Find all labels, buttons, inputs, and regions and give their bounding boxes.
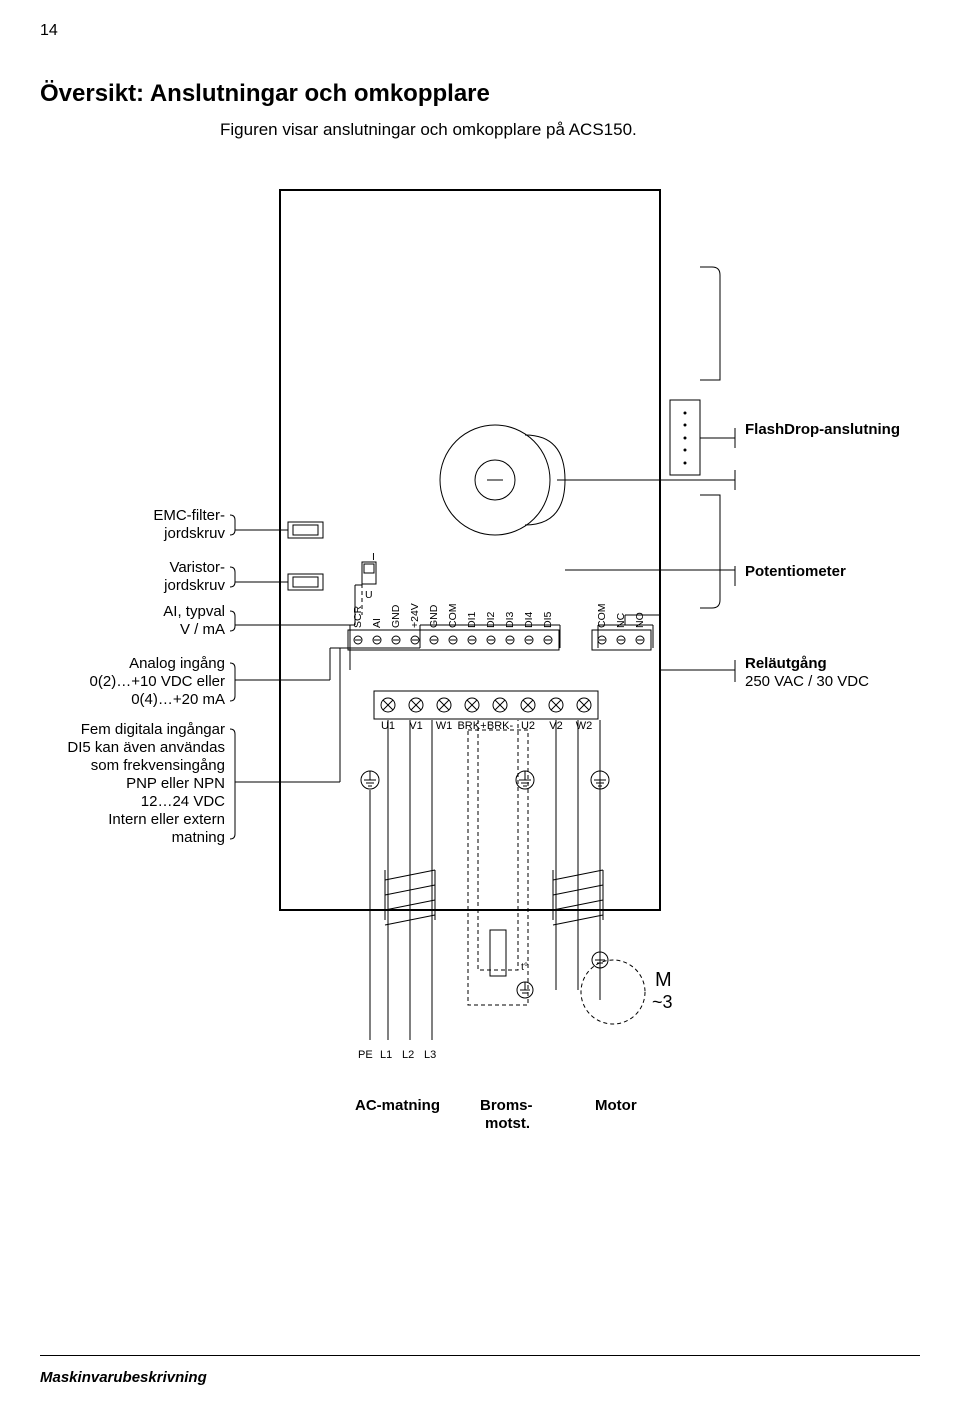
svg-text:I: I (372, 551, 375, 563)
flashdrop-label: FlashDrop-anslutning (745, 421, 900, 438)
brake-label-1: Broms- (480, 1097, 533, 1114)
svg-text:jordskruv: jordskruv (163, 577, 225, 594)
svg-text:DI4: DI4 (523, 612, 535, 629)
relay-label-1: Reläutgång (745, 655, 827, 672)
svg-text:Intern eller extern: Intern eller extern (108, 811, 225, 828)
motor-M: M (655, 969, 672, 991)
svg-text:Analog ingång: Analog ingång (129, 655, 225, 672)
svg-text:V1: V1 (409, 720, 422, 732)
svg-text:12…24 VDC: 12…24 VDC (141, 793, 225, 810)
svg-text:COM: COM (596, 604, 608, 629)
page-number: 14 (40, 22, 58, 40)
ac-supply-label: AC-matning (355, 1097, 440, 1114)
svg-text:GND: GND (428, 604, 440, 628)
l1-label: L1 (380, 1049, 392, 1061)
potentiometer-knob (440, 425, 735, 535)
motor-label: Motor (595, 1097, 637, 1114)
ai-selector: I U (362, 551, 376, 615)
pe-label: PE (358, 1049, 373, 1061)
emc-screw (288, 522, 323, 538)
svg-text:EMC-filter-: EMC-filter- (153, 507, 225, 524)
wiring-diagram: FlashDrop-anslutning Potentiometer I U (0, 170, 960, 1270)
l2-label: L2 (402, 1049, 414, 1061)
flashdrop-connector (670, 267, 735, 608)
footer-rule (40, 1355, 920, 1356)
svg-text:Varistor-: Varistor- (169, 559, 225, 576)
svg-text:V / mA: V / mA (180, 621, 225, 638)
svg-text:PNP eller NPN: PNP eller NPN (126, 775, 225, 792)
motor-tilde: ~3 (652, 992, 673, 1012)
svg-text:AI, typval: AI, typval (163, 603, 225, 620)
l3-label: L3 (424, 1049, 436, 1061)
svg-text:Fem digitala ingångar: Fem digitala ingångar (81, 721, 225, 738)
brake-label-2: motst. (485, 1115, 530, 1132)
svg-text:jordskruv: jordskruv (163, 525, 225, 542)
potentiometer-label: Potentiometer (745, 563, 846, 580)
svg-text:0(2)…+10 VDC eller: 0(2)…+10 VDC eller (90, 673, 225, 690)
ground-pads (361, 771, 609, 789)
svg-text:COM: COM (447, 604, 459, 629)
relay-terminals: COMNCNO (592, 604, 651, 651)
svg-text:DI5: DI5 (542, 612, 554, 629)
svg-text:AI: AI (371, 618, 383, 628)
svg-text:0(4)…+20 mA: 0(4)…+20 mA (131, 691, 225, 708)
svg-text:DI3: DI3 (504, 612, 516, 629)
page-subtitle: Figuren visar anslutningar och omkopplar… (220, 120, 637, 140)
svg-text:som frekvensingång: som frekvensingång (91, 757, 225, 774)
varistor-screw (288, 574, 323, 590)
control-terminals: SCRAIGND+24VGNDCOMDI1DI2DI3DI4DI5 (348, 603, 559, 650)
power-terminals: U1V1W1BRK+BRK-U2V2W2 (374, 691, 598, 732)
svg-text:t°: t° (521, 961, 528, 973)
page-title: Översikt: Anslutningar och omkopplare (40, 80, 490, 108)
svg-text:+24V: +24V (409, 603, 421, 628)
svg-text:W1: W1 (436, 720, 453, 732)
svg-text:DI5 kan även användas: DI5 kan även användas (67, 739, 225, 756)
footer-text: Maskinvarubeskrivning (40, 1369, 207, 1386)
relay-label-2: 250 VAC / 30 VDC (745, 673, 869, 690)
svg-text:matning: matning (172, 829, 225, 846)
svg-text:DI1: DI1 (466, 612, 478, 629)
svg-text:DI2: DI2 (485, 612, 497, 629)
svg-text:U: U (365, 589, 373, 601)
svg-text:GND: GND (390, 604, 402, 628)
